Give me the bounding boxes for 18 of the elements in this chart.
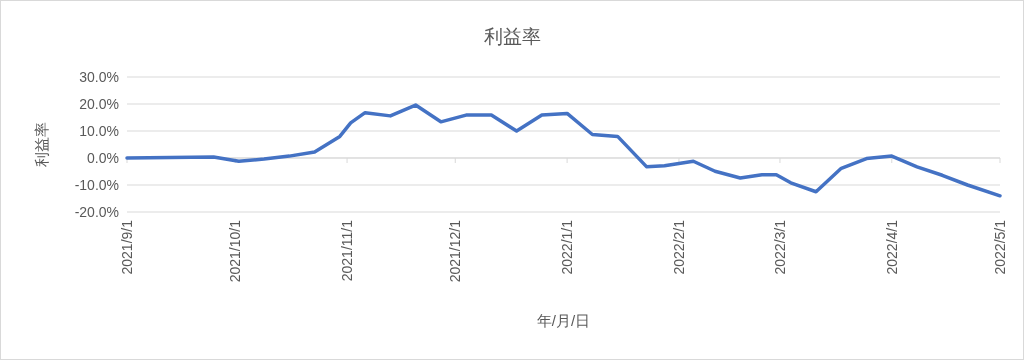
- x-tick-label: 2021/10/1: [227, 219, 244, 283]
- x-tick-label: 2021/9/1: [119, 219, 135, 275]
- x-tick-label: 2022/4/1: [883, 219, 900, 275]
- x-tick-label: 2021/11/1: [339, 219, 356, 282]
- y-tick-label: 10.0%: [79, 123, 119, 139]
- x-tick-label: 2021/12/1: [447, 219, 464, 283]
- y-axis-title: 利益率: [33, 122, 50, 167]
- y-tick-label: 30.0%: [79, 69, 119, 85]
- y-tick-label: 0.0%: [87, 150, 119, 166]
- x-tick-label: 2022/1/1: [559, 219, 576, 275]
- chart-title: 利益率: [483, 26, 541, 47]
- x-tick-label: 2022/5/1: [992, 219, 1008, 275]
- x-tick-label: 2022/3/1: [771, 219, 788, 275]
- x-tick-label: 2022/2/1: [670, 219, 687, 275]
- y-tick-label: 20.0%: [79, 96, 119, 112]
- y-tick-label: -20.0%: [74, 204, 119, 220]
- x-axis-title: 年/月/日: [536, 312, 591, 329]
- y-tick-label: -10.0%: [74, 177, 119, 193]
